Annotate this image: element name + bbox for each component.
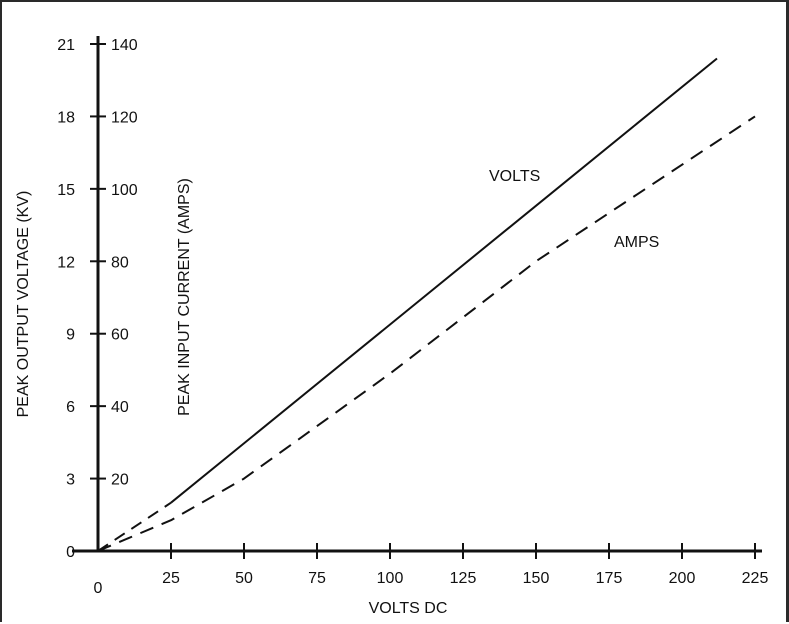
y2-tick-label: 20 (111, 472, 129, 489)
y2-tick-label: 100 (111, 182, 138, 199)
series-line-volts (170, 57, 718, 504)
x-tick-label: 25 (162, 570, 180, 587)
y2-tick-label: 120 (111, 109, 138, 126)
y-tick-label: 3 (66, 472, 75, 489)
y-tick-label: 6 (66, 399, 75, 416)
x-ticks: 0 25 50 75 100 125 150 175 200 225 (94, 543, 769, 597)
series-label-volts: VOLTS (489, 168, 540, 185)
x-tick-label: 150 (523, 570, 550, 587)
x-tick-label: 0 (94, 580, 103, 597)
y2-tick-label: 140 (111, 37, 138, 54)
x-tick-label: 175 (596, 570, 623, 587)
y-tick-label: 18 (57, 109, 75, 126)
y2-tick-label: 60 (111, 327, 129, 344)
x-tick-label: 125 (450, 570, 477, 587)
x-axis-title: VOLTS DC (369, 600, 448, 617)
y-tick-label: 0 (66, 544, 75, 561)
y2-axis-title: PEAK INPUT CURRENT (AMPS) (176, 178, 193, 416)
x-tick-label: 225 (742, 570, 769, 587)
series-label-amps: AMPS (614, 234, 659, 251)
series-line-amps (97, 115, 756, 552)
series-layer (97, 57, 756, 552)
y-tick-label: 15 (57, 182, 75, 199)
y-axis-title: PEAK OUTPUT VOLTAGE (KV) (15, 191, 32, 418)
y-tick-label: 12 (57, 254, 75, 271)
y-tick-label: 21 (57, 37, 75, 54)
y2-tick-label: 40 (111, 399, 129, 416)
x-tick-label: 200 (669, 570, 696, 587)
series-line-volts-start (97, 501, 172, 552)
x-tick-label: 50 (235, 570, 253, 587)
y-tick-label: 9 (66, 327, 75, 344)
x-tick-label: 100 (377, 570, 404, 587)
y-ticks: 0 3 6 9 12 15 18 21 20 40 60 80 100 120 140 (57, 37, 138, 561)
x-tick-label: 75 (308, 570, 326, 587)
y2-tick-label: 80 (111, 254, 129, 271)
